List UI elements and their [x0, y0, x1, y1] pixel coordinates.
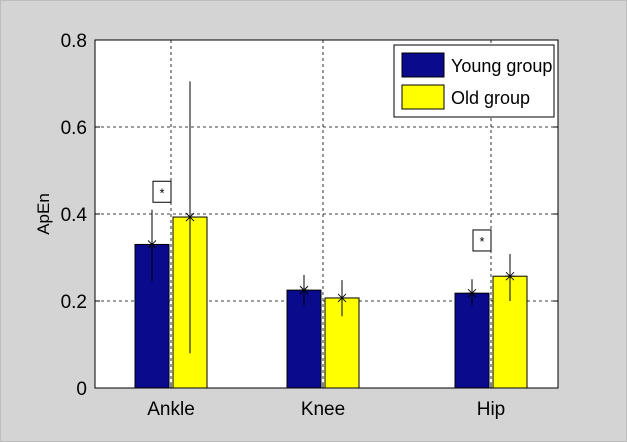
mean-marker	[299, 285, 309, 295]
annotation-asterisk: *	[159, 185, 164, 200]
legend-swatch	[401, 52, 445, 78]
significance-annotations: **	[152, 180, 492, 252]
legend: Young group Old group	[393, 44, 555, 118]
annotation-asterisk: *	[479, 234, 484, 249]
bar-hip-young	[454, 292, 490, 389]
legend-label: Old group	[451, 88, 530, 108]
y-tick-label: 0	[76, 379, 87, 400]
y-axis-ticks: 0 0.2 0.4 0.6 0.8	[61, 31, 558, 400]
y-tick-label: 0.2	[61, 292, 87, 313]
legend-swatch	[401, 84, 445, 110]
y-axis-label: ApEn	[34, 193, 53, 235]
x-tick-label: Ankle	[147, 399, 195, 420]
mean-marker	[467, 288, 477, 298]
mean-marker	[147, 240, 157, 249]
mean-marker	[185, 212, 195, 222]
x-tick-label: Hip	[477, 399, 506, 420]
error-bars	[147, 81, 515, 354]
y-tick-label: 0.4	[61, 205, 88, 226]
x-axis-ticks: Ankle Knee Hip	[147, 383, 505, 420]
annotation-box	[472, 229, 492, 252]
mean-marker	[337, 293, 347, 303]
y-tick-label: 0.8	[61, 31, 87, 52]
x-tick-label: Knee	[301, 399, 345, 420]
annotation-box	[152, 180, 172, 203]
legend-label: Young group	[451, 56, 552, 76]
mean-marker	[505, 271, 515, 281]
bar-knee-young	[286, 289, 322, 389]
y-tick-label: 0.6	[61, 118, 87, 139]
